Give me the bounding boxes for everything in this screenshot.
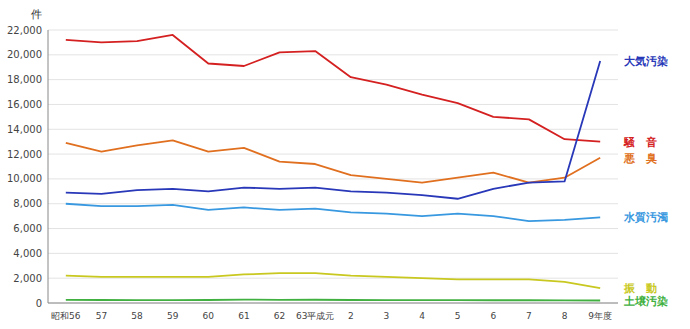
series-label: 振 動 [623,282,657,295]
y-tick-label: 6,000 [13,223,42,234]
chart: 0 2,000 4,000 6,000 8,000 10,000 12,000 14,000 1… [0,0,690,329]
series-label: 騒 音 [623,136,657,149]
y-tick-label: 0 [36,298,42,309]
y-axis-line [48,30,49,303]
grid-line [48,203,618,204]
y-tick-label: 14,000 [7,124,42,135]
series-line [66,35,600,142]
x-tick-label: 9年度 [588,311,612,321]
axes: 0 2,000 4,000 6,000 8,000 10,000 12,000 14,000 1… [7,25,618,322]
x-tick-label: 62 [274,311,285,321]
series-line [66,299,600,302]
y-tick-label: 4,000 [13,248,42,259]
x-tick-label: 3 [384,311,390,321]
series-label: 水質汚濁 [623,211,668,224]
y-tick-label: 2,000 [13,273,42,284]
grid-line [48,54,618,55]
y-grid [48,30,618,303]
series-line [66,273,600,288]
x-tick-label: 8 [562,311,568,321]
y-tick-label: 18,000 [7,74,42,85]
y-tick-label: 20,000 [7,49,42,60]
x-tick-label: 59 [167,311,179,321]
y-tick-label: 22,000 [7,25,42,36]
series-labels: 大気汚染騒 音悪 臭水質汚濁振 動土壌汚染 [623,55,668,308]
series-label: 悪 臭 [623,152,657,165]
grid-line [48,178,618,179]
x-tick-label: 5 [455,311,461,321]
grid-line [48,253,618,254]
x-tick-label: 4 [419,311,425,321]
y-tick-label: 8,000 [13,198,42,209]
grid-line [48,79,618,80]
grid-line [48,30,618,31]
grid-line [48,129,618,130]
series-line [66,61,600,199]
y-axis-label: 件 [31,8,42,21]
x-tick-label: 60 [203,311,215,321]
grid-line [48,104,618,105]
grid-line [48,228,618,229]
grid-line [48,154,618,155]
x-tick-label: 61 [238,311,249,321]
x-tick-label: 58 [131,311,143,321]
x-tick-label: 6 [490,311,496,321]
series-label: 土壌汚染 [623,295,668,308]
x-tick-label: 63平成元 [296,311,334,321]
x-tick-label: 7 [526,311,532,321]
y-tick-label: 16,000 [7,99,42,110]
x-axis-line [48,303,618,304]
lines [66,35,600,301]
x-tick-label: 昭和56 [51,311,81,321]
y-tick-label: 10,000 [7,173,42,184]
series-line [66,204,600,221]
series-line [66,140,600,182]
x-tick-label: 57 [96,311,107,321]
series-label: 大気汚染 [624,55,668,68]
grid-line [48,303,618,304]
x-tick-label: 2 [348,311,354,321]
y-tick-label: 12,000 [7,149,42,160]
